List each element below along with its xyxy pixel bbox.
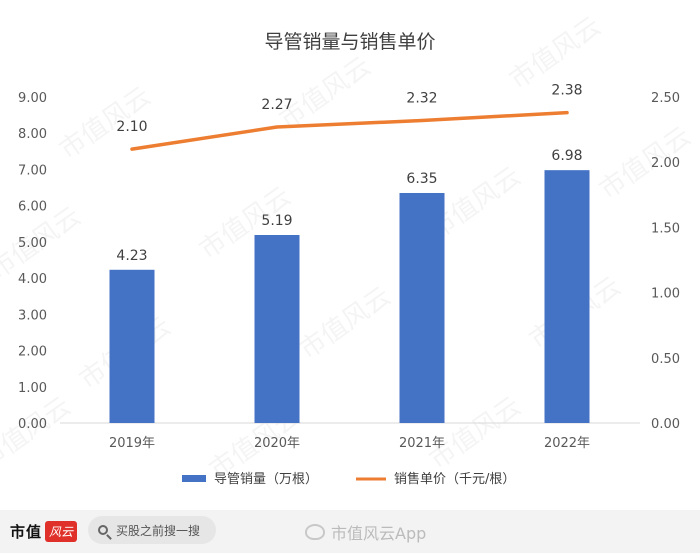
- weibo-credit: 市值风云App: [305, 520, 426, 544]
- chart-title: 导管销量与销售单价: [264, 31, 435, 53]
- right-tick-label: 1.50: [651, 221, 680, 236]
- right-tick-label: 1.00: [651, 287, 680, 302]
- left-tick-label: 7.00: [18, 163, 47, 178]
- left-tick-label: 5.00: [18, 236, 47, 251]
- right-tick-label: 0.50: [651, 352, 680, 367]
- search-icon: [98, 525, 108, 535]
- price-line: [130, 110, 569, 151]
- right-axis: 0.00 0.50 1.00 1.50 2.00 2.50: [651, 91, 680, 432]
- x-tick-label: 2019年: [109, 436, 155, 451]
- bar-data-label: 6.35: [406, 171, 437, 187]
- left-tick-label: 3.00: [18, 308, 47, 323]
- bar: [109, 269, 155, 423]
- bar-data-label: 4.23: [116, 248, 147, 264]
- left-tick-label: 6.00: [18, 200, 47, 215]
- x-tick-label: 2021年: [399, 436, 445, 451]
- logo-text: 市值: [10, 522, 43, 541]
- left-tick-label: 8.00: [18, 127, 47, 142]
- legend: 导管销量（万根） 销售单价（千元/根）: [182, 471, 515, 487]
- chart-card: 市值风云 市值风云 市值风云 市值风云 市值风云 市值风云 市值风云 市值风云 市值风云 市值风云…: [0, 0, 700, 510]
- bottom-bar: 市值 风云 买股之前搜一搜 市值风云App: [0, 510, 700, 553]
- bar: [254, 235, 300, 423]
- weibo-text: 市值风云App: [331, 524, 427, 543]
- bar-data-label: 5.19: [261, 213, 292, 229]
- bar: [399, 192, 445, 423]
- line-data-label: 2.38: [551, 83, 582, 99]
- line-data-label: 2.27: [261, 97, 292, 113]
- line-data-labels: 2.10 2.27 2.32 2.38: [116, 83, 582, 136]
- line-data-label: 2.10: [116, 119, 147, 135]
- bar-series: [109, 170, 590, 423]
- left-tick-label: 2.00: [18, 345, 47, 360]
- left-tick-label: 4.00: [18, 272, 47, 287]
- bar: [544, 170, 590, 423]
- watermark-text: 市值风云: [594, 121, 696, 205]
- left-tick-label: 9.00: [18, 91, 47, 106]
- x-tick-labels: 2019年 2020年 2021年 2022年: [109, 436, 590, 451]
- legend-bar-label: 导管销量（万根）: [214, 472, 318, 487]
- search-box[interactable]: 买股之前搜一搜: [88, 516, 216, 544]
- logo-badge: 风云: [45, 520, 78, 542]
- weibo-icon: [305, 524, 325, 540]
- legend-line-label: 销售单价（千元/根）: [394, 471, 515, 487]
- left-tick-label: 0.00: [18, 417, 47, 432]
- line-data-label: 2.32: [406, 90, 437, 106]
- x-tick-label: 2022年: [544, 436, 590, 451]
- right-tick-label: 2.50: [651, 91, 680, 106]
- legend-bar-swatch: [182, 475, 206, 482]
- x-tick-label: 2020年: [254, 436, 300, 451]
- bar-data-label: 6.98: [551, 148, 582, 164]
- left-axis: 0.00 1.00 2.00 3.00 4.00 5.00 6.00 7.00 8.00 9.00: [18, 91, 47, 432]
- watermark-text: 市值风云: [294, 281, 396, 365]
- brand-logo: 市值 风云: [10, 518, 78, 544]
- right-tick-label: 2.00: [651, 156, 680, 171]
- line-series: [130, 110, 569, 151]
- watermark-text: 市值风云: [0, 391, 77, 475]
- right-tick-label: 0.00: [651, 417, 680, 432]
- bar-data-labels: 4.23 5.19 6.35 6.98: [116, 148, 582, 264]
- search-placeholder: 买股之前搜一搜: [116, 523, 201, 538]
- left-tick-label: 1.00: [18, 381, 47, 396]
